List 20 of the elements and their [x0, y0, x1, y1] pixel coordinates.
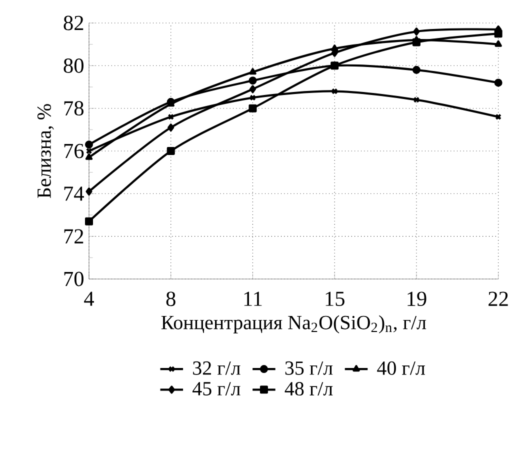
legend-label: 32 г/л: [193, 361, 240, 375]
y-tick-label: 78: [64, 101, 84, 116]
legend-label: 48 г/л: [284, 382, 333, 396]
legend-label: 40 г/л: [377, 361, 425, 375]
legend-label: 45 г/л: [192, 382, 240, 396]
y-tick-label: 76: [64, 144, 84, 158]
legend-label: 35 г/л: [285, 361, 333, 375]
y-tick-label: 82: [64, 16, 84, 30]
x-tick-label: 8: [166, 292, 176, 306]
y-axis-title: Белизна, %: [37, 104, 54, 198]
y-tick-label: 80: [64, 58, 84, 73]
x-tick-label: 19: [408, 292, 426, 306]
x-axis-title: Концентрация Na$_{2}$O(SiO$_{2}$)$_{n}$, г/л: [161, 315, 426, 334]
x-tick-label: 22: [488, 292, 508, 306]
x-tick-label: 11: [244, 292, 262, 306]
x-tick-label: 4: [84, 292, 94, 306]
y-tick-label: 70: [64, 272, 84, 286]
y-tick-label: 72: [64, 229, 84, 244]
y-tick-label: 74: [64, 186, 84, 201]
x-tick-label: 15: [326, 292, 344, 306]
